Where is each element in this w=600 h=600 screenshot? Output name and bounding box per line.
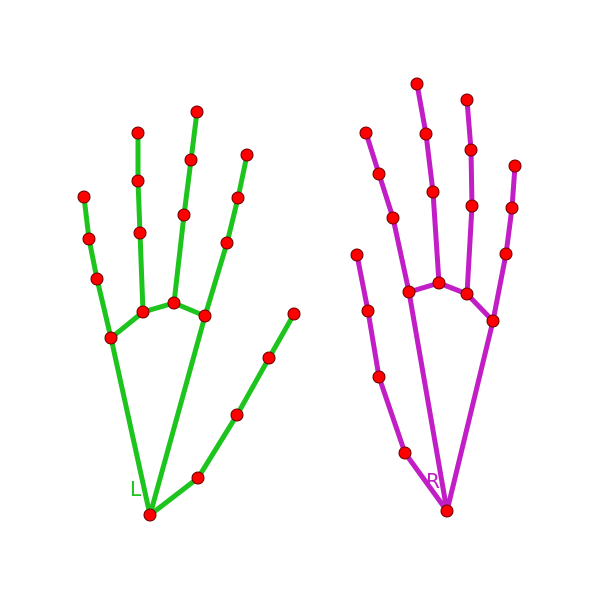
right-hand-bone-2-3 bbox=[365, 308, 382, 380]
left-hand-joint-20 bbox=[240, 148, 254, 162]
left-hand-joint-3 bbox=[262, 351, 276, 365]
left-hand-bone-15-16 bbox=[188, 109, 200, 163]
right-hand-label: R bbox=[426, 469, 440, 493]
right-hand-joint-15 bbox=[464, 143, 478, 157]
right-hand-bone-1-2 bbox=[376, 374, 408, 456]
right-hand-bone-11-12 bbox=[414, 81, 429, 137]
right-hand-joint-3 bbox=[361, 304, 375, 318]
right-hand-bone-9-10 bbox=[430, 189, 442, 286]
right-hand-bone-13-14 bbox=[464, 203, 475, 297]
left-hand-joint-4 bbox=[287, 307, 301, 321]
right-hand-joint-6 bbox=[386, 211, 400, 225]
left-hand-joint-0 bbox=[143, 508, 157, 522]
right-hand-joint-14 bbox=[465, 199, 479, 213]
right-hand-bone-19-20 bbox=[509, 163, 518, 211]
left-hand-bone-9-10 bbox=[137, 230, 146, 315]
left-hand-joint-14 bbox=[177, 208, 191, 222]
right-hand-bone-0-5 bbox=[406, 289, 450, 514]
right-hand-joint-19 bbox=[505, 201, 519, 215]
left-hand-bone-0-17 bbox=[147, 313, 208, 518]
left-hand-joint-5 bbox=[104, 331, 118, 345]
right-hand-joint-11 bbox=[419, 127, 433, 141]
right-hand-joints bbox=[350, 77, 522, 518]
left-hand-joint-12 bbox=[131, 126, 145, 140]
left-hand-joint-8 bbox=[77, 190, 91, 204]
left-hand-bone-18-19 bbox=[224, 195, 241, 246]
left-hand-bone-0-1 bbox=[147, 475, 201, 518]
left-hand: L bbox=[77, 105, 301, 522]
right-hand-bone-7-8 bbox=[363, 130, 382, 177]
left-hand-joints bbox=[77, 105, 301, 522]
left-hand-joint-2 bbox=[230, 408, 244, 422]
left-hand-bone-1-2 bbox=[195, 412, 240, 481]
right-hand-bone-3-4 bbox=[354, 252, 371, 314]
right-hand-joint-16 bbox=[460, 93, 474, 107]
right-hand-joint-1 bbox=[398, 446, 412, 460]
right-hand-joint-7 bbox=[372, 167, 386, 181]
right-hand-joint-0 bbox=[440, 504, 454, 518]
right-hand-joint-9 bbox=[432, 276, 446, 290]
right-hand-joint-13 bbox=[460, 287, 474, 301]
left-hand-bone-13-14 bbox=[171, 212, 187, 306]
left-hand-bone-2-3 bbox=[234, 355, 272, 418]
right-hand-bone-15-16 bbox=[464, 97, 474, 153]
left-hand-joint-17 bbox=[198, 309, 212, 323]
left-hand-bone-7-8 bbox=[81, 194, 92, 242]
right-hand-bone-0-17 bbox=[444, 318, 496, 514]
left-hand-joint-6 bbox=[90, 272, 104, 286]
right-hand-bone-14-15 bbox=[468, 147, 475, 209]
left-hand-joint-13 bbox=[167, 296, 181, 310]
right-hand-joint-12 bbox=[410, 77, 424, 91]
left-hand-bone-5-9 bbox=[108, 309, 146, 341]
left-hand-joint-19 bbox=[231, 191, 245, 205]
left-hand-bone-0-5 bbox=[108, 335, 153, 518]
left-hand-bone-19-20 bbox=[235, 152, 250, 201]
left-hand-joint-7 bbox=[82, 232, 96, 246]
left-hand-joint-16 bbox=[190, 105, 204, 119]
right-hand-joint-5 bbox=[402, 285, 416, 299]
left-hand-bone-10-11 bbox=[135, 178, 143, 236]
left-hand-bone-17-18 bbox=[202, 240, 230, 319]
left-hand-bone-14-15 bbox=[181, 157, 194, 218]
left-hand-joint-1 bbox=[191, 471, 205, 485]
right-hand-bone-17-18 bbox=[490, 251, 509, 324]
right-hand-bone-18-19 bbox=[503, 205, 515, 257]
right-hand-bone-0-1 bbox=[402, 450, 450, 514]
right-hand-joint-2 bbox=[372, 370, 386, 384]
left-hand-joint-10 bbox=[133, 226, 147, 240]
right-hand-joint-20 bbox=[508, 159, 522, 173]
left-hand-joint-9 bbox=[136, 305, 150, 319]
left-hand-joint-15 bbox=[184, 153, 198, 167]
left-hand-bone-5-6 bbox=[94, 276, 114, 341]
right-hand-joint-17 bbox=[486, 314, 500, 328]
right-hand-bone-6-7 bbox=[376, 171, 396, 221]
right-hand-bone-10-11 bbox=[423, 131, 436, 195]
right-hand-joint-18 bbox=[499, 247, 513, 261]
left-hand-bone-6-7 bbox=[86, 236, 100, 282]
right-hand-joint-10 bbox=[426, 185, 440, 199]
right-hand-joint-4 bbox=[350, 248, 364, 262]
right-hand-bones bbox=[354, 81, 518, 514]
right-hand-bone-5-6 bbox=[390, 215, 412, 295]
left-hand-joint-11 bbox=[131, 174, 145, 188]
right-hand: R bbox=[350, 77, 522, 518]
left-hand-label: L bbox=[130, 477, 142, 501]
left-hand-joint-18 bbox=[220, 236, 234, 250]
left-hand-bone-3-4 bbox=[266, 311, 297, 361]
right-hand-joint-8 bbox=[359, 126, 373, 140]
left-hand-bones bbox=[81, 109, 297, 518]
